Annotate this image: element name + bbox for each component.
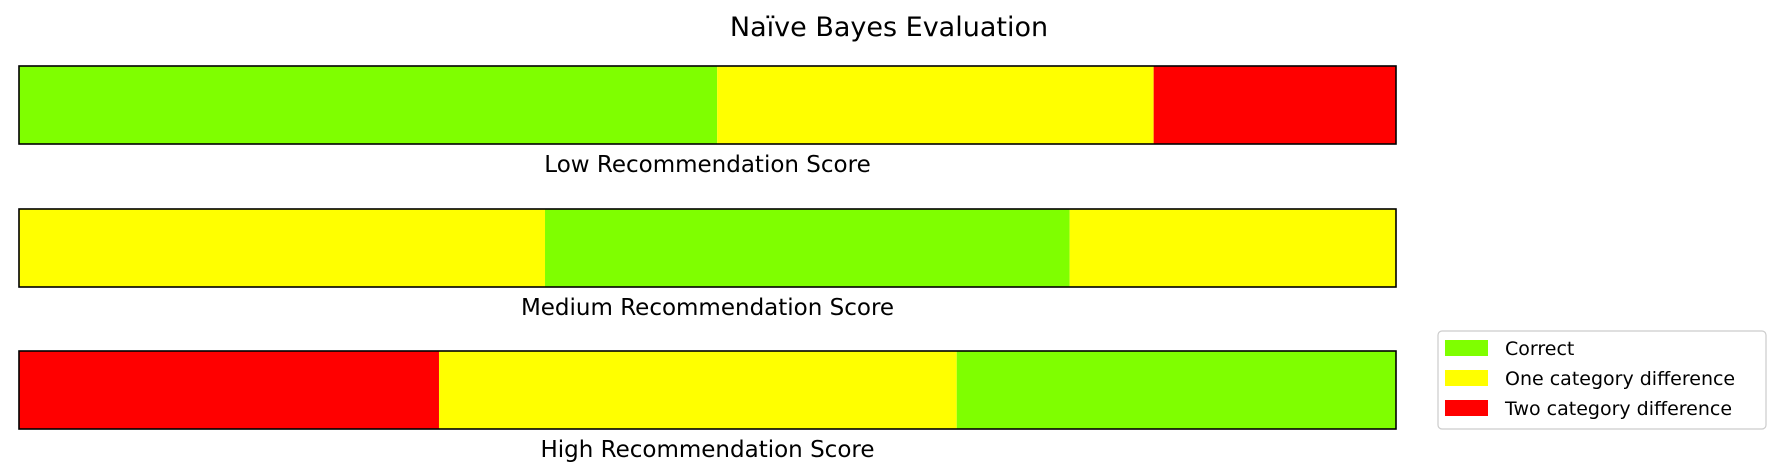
bar-segment-2-2 bbox=[545, 209, 1070, 287]
legend-label-2: One category difference bbox=[1505, 368, 1735, 390]
bar-segment-1-3 bbox=[1153, 66, 1396, 144]
row-label-3: High Recommendation Score bbox=[540, 437, 874, 463]
legend: Correct One category difference Two catego… bbox=[1437, 330, 1767, 430]
bars-group: Low Recommendation Score Medium Recommend… bbox=[18, 65, 1397, 463]
bar-segment-2-1 bbox=[19, 209, 546, 287]
legend-swatch-3 bbox=[1445, 400, 1488, 416]
legend-swatch-2 bbox=[1445, 370, 1488, 386]
bar-segment-2-3 bbox=[1069, 209, 1396, 287]
bar-segment-3-3 bbox=[956, 351, 1396, 429]
legend-frame bbox=[1437, 330, 1767, 430]
bar-segment-1-1 bbox=[19, 66, 718, 144]
legend-swatch-1 bbox=[1445, 340, 1488, 356]
bar-segment-1-2 bbox=[717, 66, 1154, 144]
row-label-2: Medium Recommendation Score bbox=[521, 295, 894, 321]
bar-frame-2 bbox=[18, 208, 1397, 288]
legend-label-3: Two category difference bbox=[1504, 398, 1732, 420]
row-label-1: Low Recommendation Score bbox=[544, 152, 870, 178]
chart-title: Naïve Bayes Evaluation bbox=[730, 12, 1048, 43]
legend-label-1: Correct bbox=[1505, 338, 1574, 360]
bar-frame-1 bbox=[18, 65, 1397, 145]
bar-segment-3-2 bbox=[438, 351, 957, 429]
bar-segment-3-1 bbox=[19, 351, 439, 429]
bar-frame-3 bbox=[18, 350, 1397, 430]
